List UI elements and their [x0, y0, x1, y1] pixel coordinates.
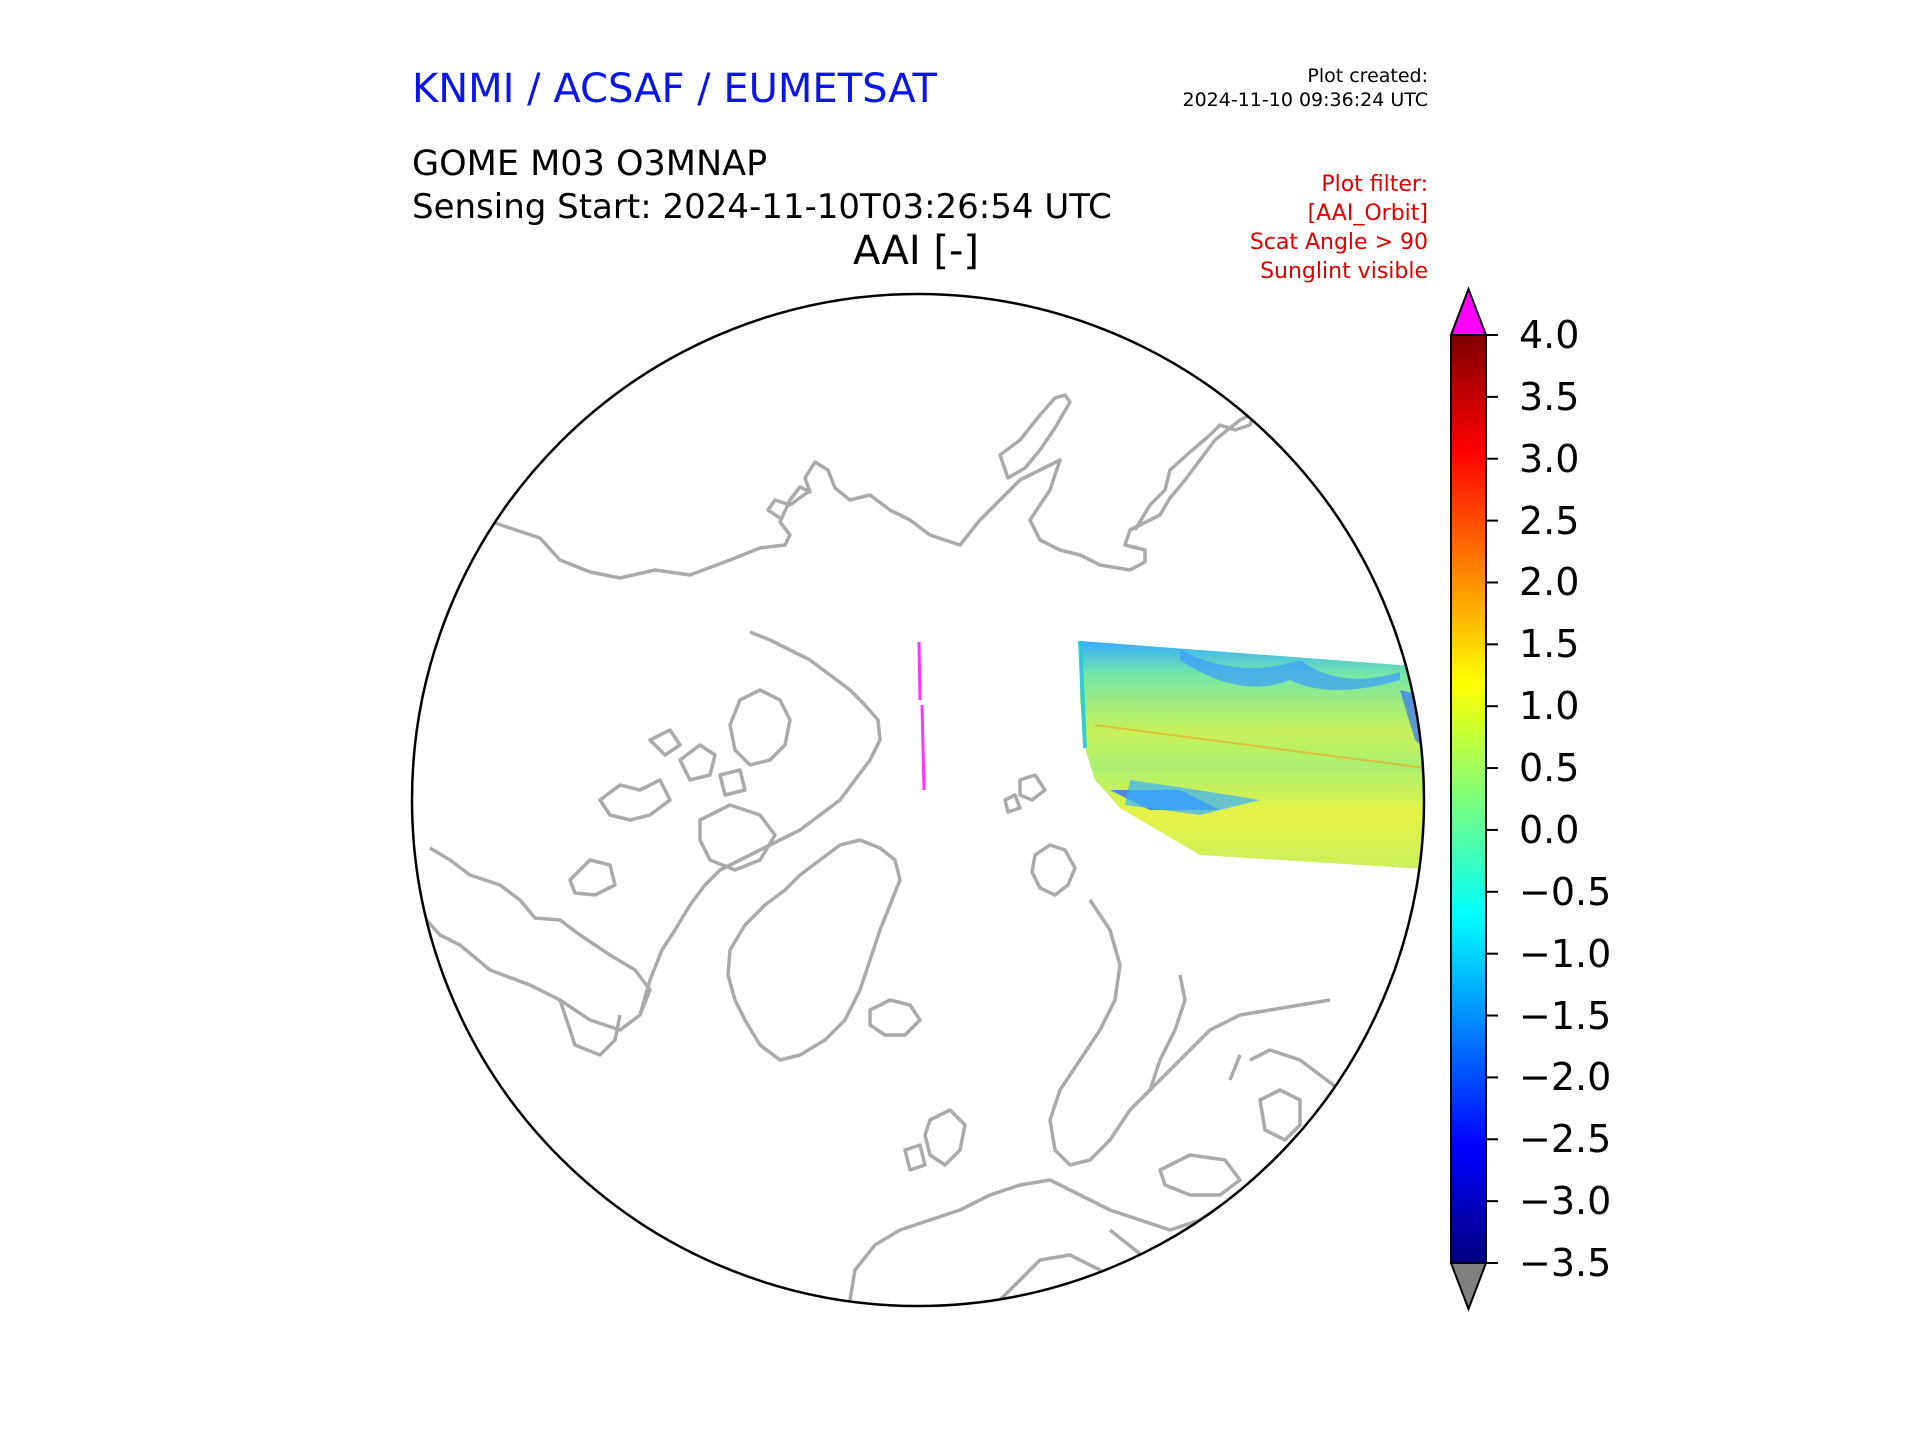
plot-filter-line: Scat Angle > 90 [1249, 230, 1428, 255]
product-title: GOME M03 O3MNAP [412, 144, 768, 184]
coastline-franz-josef [1003, 773, 1047, 814]
colorbar-tick-label: −3.0 [1519, 1179, 1612, 1224]
aai-swath-scanline [1094, 724, 1424, 771]
coastline-greenland [726, 838, 902, 1062]
map-boundary [410, 292, 1426, 1308]
colorbar-tick-label: 3.5 [1519, 374, 1580, 419]
coastline-gulf-of-bothnia [1148, 974, 1187, 1091]
colorbar-tick-marks [1486, 334, 1498, 1264]
plot-filter-line: [AAI_Orbit] [1307, 201, 1428, 226]
plot-created: Plot created: 2024-11-10 09:36:24 UTC [1183, 64, 1429, 112]
coastline-scandinavia [1048, 899, 1331, 1167]
coastline-banks-island [568, 858, 617, 897]
plot-filter-line: Sunglint visible [1260, 259, 1428, 284]
coastline-black-sea [1158, 1153, 1242, 1197]
aai-outlier-track [917, 641, 926, 791]
colorbar-tick-label: −3.5 [1519, 1241, 1612, 1285]
colorbar-tick-label: −1.0 [1519, 931, 1612, 976]
coastline-iceland [868, 998, 922, 1037]
coastline-severnaya [766, 490, 810, 520]
sensing-start: Sensing Start: 2024-11-10T03:26:54 UTC [412, 187, 1112, 227]
variable-title: AAI [-] [853, 228, 979, 274]
colorbar-tick-label: 4.0 [1519, 313, 1580, 357]
colorbar-tick-label: 3.0 [1519, 436, 1580, 481]
aai-swath-edge [1078, 640, 1087, 749]
aai-swath-low-values [1180, 650, 1400, 690]
colorbar-tick-label: 0.5 [1519, 746, 1580, 791]
colorbar [1449, 286, 1498, 1312]
aai-swath [1080, 641, 1424, 870]
coastline-caspian [1258, 1088, 1302, 1142]
colorbar-tick-label: 2.5 [1519, 498, 1580, 543]
colorbar-tick-label: 1.0 [1519, 684, 1580, 729]
coastline-beringia [1133, 409, 1257, 531]
colorbar-frame [1450, 334, 1487, 1264]
organization-title: KNMI / ACSAF / EUMETSAT [412, 66, 937, 112]
coastline-svalbard [1030, 843, 1077, 897]
coastline-ellesmere [728, 688, 792, 767]
coastline-novaya-zemlya [998, 393, 1072, 480]
aai-swath-low-values [1125, 780, 1260, 815]
coastline-east-asia [1228, 1048, 1342, 1092]
coastline-siberia [494, 403, 1271, 580]
colorbar-under-triangle [1449, 1262, 1488, 1312]
map-content [418, 393, 1424, 1302]
colorbar-tick-label: −2.5 [1519, 1117, 1612, 1162]
coastline-arctic-archipelago [648, 728, 747, 797]
plot-filter-label: Plot filter: [1321, 172, 1428, 197]
coastline-alaska [418, 846, 652, 1032]
plot-filter: Plot filter: [AAI_Orbit] Scat Angle > 90… [1250, 170, 1428, 286]
colorbar-gradient [1451, 335, 1486, 1263]
colorbar-over-triangle [1449, 286, 1488, 336]
plot-created-label: Plot created: [1307, 65, 1428, 87]
plot-created-time: 2024-11-10 09:36:24 UTC [1182, 89, 1429, 111]
coastline-canada-mainland [638, 630, 882, 1016]
coastline-baffin-island [698, 803, 777, 872]
colorbar-tick-label: 2.0 [1519, 560, 1580, 605]
coastline-europe-mainland [848, 1148, 1311, 1301]
coastline-victoria-island [598, 778, 672, 822]
colorbar-tick-label: 0.0 [1519, 807, 1580, 852]
colorbar-tick-label: −1.5 [1519, 993, 1612, 1038]
colorbar-tick-label: 1.5 [1519, 622, 1580, 667]
coastline-british-isles [903, 1108, 967, 1172]
colorbar-tick-label: −2.0 [1519, 1055, 1612, 1100]
coastline-hudson-bay [558, 999, 622, 1057]
coastlines [418, 393, 1342, 1302]
colorbar-tick-label: −0.5 [1519, 869, 1612, 914]
coastline-mediterranean [998, 1228, 1162, 1302]
